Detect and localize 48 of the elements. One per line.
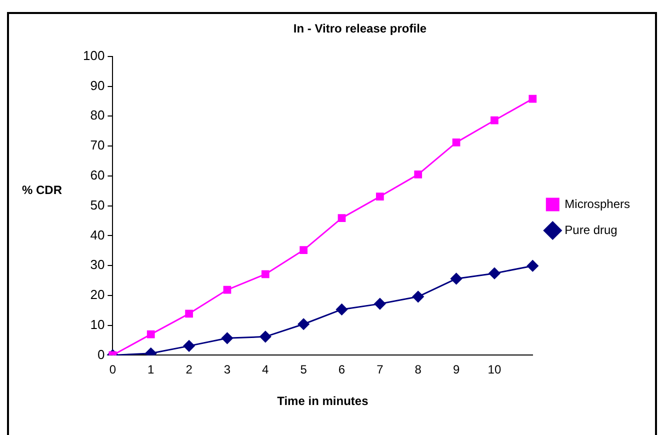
point xyxy=(490,116,498,124)
point xyxy=(452,138,460,146)
y-tick-label: 70 xyxy=(90,138,105,153)
y-tick-label: 50 xyxy=(90,197,105,212)
point xyxy=(261,270,270,278)
y-axis-title: % CDR xyxy=(22,183,62,197)
point xyxy=(450,272,462,284)
x-tick-label: 7 xyxy=(376,362,384,377)
y-tick-label: 10 xyxy=(90,316,105,332)
legend-label: Pure drug xyxy=(564,222,618,237)
x-tick-label: 10 xyxy=(488,362,502,377)
point xyxy=(526,260,538,272)
x-tick-label: 3 xyxy=(224,362,231,377)
point xyxy=(414,170,422,178)
point xyxy=(300,246,308,254)
point xyxy=(374,298,386,310)
point xyxy=(376,192,384,200)
x-tick-label: 4 xyxy=(262,362,270,377)
x-tick-label: 9 xyxy=(452,362,460,377)
point xyxy=(221,332,233,344)
point xyxy=(338,214,346,222)
point xyxy=(336,304,348,316)
point xyxy=(298,318,310,330)
x-tick-label: 6 xyxy=(338,362,346,377)
point xyxy=(146,330,155,338)
y-tick-label: 0 xyxy=(97,346,105,362)
point xyxy=(223,286,232,294)
y-tick-label: 40 xyxy=(90,227,105,242)
chart-title: In - Vitro release profile xyxy=(293,22,427,36)
x-tick-label: 2 xyxy=(186,362,193,377)
legend-label: Microsphers xyxy=(564,196,630,211)
point xyxy=(488,268,500,280)
point xyxy=(528,94,537,103)
y-tick-label: 80 xyxy=(90,108,105,123)
point xyxy=(412,290,424,302)
point xyxy=(183,340,195,352)
x-tick-label: 5 xyxy=(300,362,308,377)
x-tick-label: 8 xyxy=(414,362,422,377)
y-tick-label: 60 xyxy=(90,168,105,182)
y-tick-label: 30 xyxy=(90,257,105,272)
point xyxy=(185,310,193,318)
x-axis-title: Time in minutes xyxy=(277,394,369,408)
y-tick-label: 20 xyxy=(90,287,105,302)
x-tick-label: 0 xyxy=(109,362,116,377)
y-tick-label: 90 xyxy=(90,78,105,93)
x-tick-label: 1 xyxy=(148,362,155,377)
point xyxy=(260,330,272,342)
y-tick-label: 100 xyxy=(82,48,105,63)
